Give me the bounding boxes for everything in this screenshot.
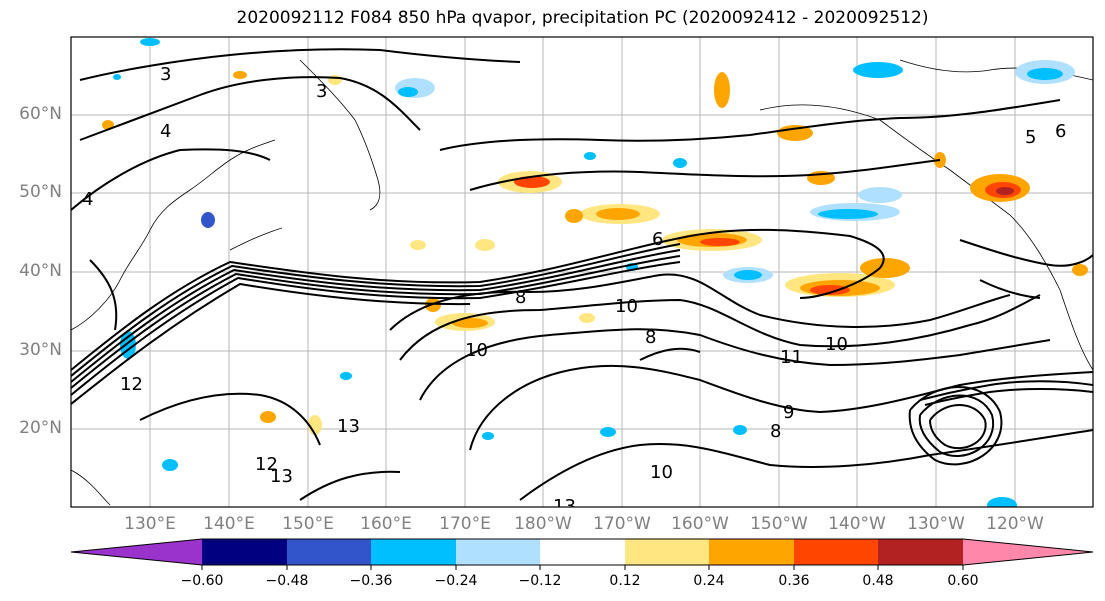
contour-label: 4 bbox=[82, 189, 93, 210]
colorbar-segment bbox=[202, 539, 287, 565]
lon-label: 180°W bbox=[514, 514, 572, 534]
colorbar-segment bbox=[794, 539, 878, 565]
colorbar-tick-label: −0.12 bbox=[518, 573, 562, 589]
contour-label: 10 bbox=[650, 462, 673, 483]
lat-label: 60°N bbox=[19, 104, 62, 124]
contour-label: 3 bbox=[160, 64, 171, 85]
colorbar-tick-label: −0.48 bbox=[265, 573, 309, 589]
contour-label: 10 bbox=[465, 340, 488, 361]
contour-label: 8 bbox=[645, 327, 656, 348]
contour-label: 12 bbox=[120, 374, 143, 395]
map-area: 3 3 4 4 6 5 6 8 8 10 10 10 12 13 13 12 1… bbox=[71, 37, 1093, 517]
lon-label: 150°W bbox=[750, 514, 808, 534]
colorbar-tick-label: −0.60 bbox=[180, 573, 224, 589]
colorbar-tick-label: 0.12 bbox=[609, 573, 641, 589]
colorbar-segment bbox=[878, 539, 963, 565]
negative-anomaly-fills bbox=[113, 38, 1075, 507]
colorbar bbox=[70, 538, 1094, 570]
colorbar-segment bbox=[456, 539, 540, 565]
colorbar-tick-label: 0.60 bbox=[947, 573, 979, 589]
colorbar-tick-label: −0.24 bbox=[434, 573, 478, 589]
lon-label: 170°E bbox=[439, 514, 491, 534]
colorbar-tick-label: 0.24 bbox=[693, 573, 725, 589]
lon-label: 140°W bbox=[828, 514, 886, 534]
colorbar-extend-min bbox=[71, 539, 202, 565]
contour-label: 10 bbox=[615, 296, 638, 317]
lon-label: 170°W bbox=[593, 514, 651, 534]
contour-label: 6 bbox=[1055, 121, 1066, 142]
map-frame bbox=[70, 36, 1094, 508]
contour-label: 13 bbox=[553, 496, 576, 517]
contour-label: 10 bbox=[825, 334, 848, 355]
contour-label: 8 bbox=[770, 421, 781, 442]
colorbar-tick-label: 0.36 bbox=[778, 573, 810, 589]
contour-label: 8 bbox=[515, 287, 526, 308]
contour-label: 5 bbox=[1025, 127, 1036, 148]
contour-label: 12 bbox=[255, 454, 278, 475]
colorbar-segment bbox=[287, 539, 371, 565]
lon-label: 120°W bbox=[986, 514, 1044, 534]
map-title: 2020092112 F084 850 hPa qvapor, precipit… bbox=[236, 8, 929, 28]
contour-label: 3 bbox=[316, 81, 327, 102]
contour-label: 13 bbox=[337, 416, 360, 437]
lon-label: 140°E bbox=[203, 514, 255, 534]
lon-label: 160°W bbox=[671, 514, 729, 534]
colorbar-ticks bbox=[201, 565, 964, 570]
colorbar-segment bbox=[540, 539, 625, 565]
contour-labels: 3 3 4 4 6 5 6 8 8 10 10 10 12 13 13 12 1… bbox=[82, 64, 1066, 517]
colorbar-extend-max bbox=[963, 539, 1093, 565]
colorbar-segment bbox=[709, 539, 794, 565]
contour-label: 13 bbox=[270, 466, 293, 487]
lon-label: 150°E bbox=[282, 514, 334, 534]
lon-label: 130°E bbox=[124, 514, 176, 534]
lat-label: 30°N bbox=[19, 340, 62, 360]
contour-label: 9 bbox=[783, 402, 794, 423]
humidity-contours bbox=[71, 48, 1093, 501]
positive-anomaly-fills bbox=[102, 71, 1088, 435]
lon-label: 130°W bbox=[907, 514, 965, 534]
colorbar-tick-label: −0.36 bbox=[349, 573, 393, 589]
contour-label: 4 bbox=[160, 121, 171, 142]
lat-label: 20°N bbox=[19, 418, 62, 438]
lat-label: 50°N bbox=[19, 182, 62, 202]
colorbar-segment bbox=[625, 539, 709, 565]
lon-label: 160°E bbox=[360, 514, 412, 534]
lat-label: 40°N bbox=[19, 261, 62, 281]
colorbar-tick-label: 0.48 bbox=[862, 573, 894, 589]
contour-label: 6 bbox=[652, 229, 663, 250]
colorbar-segment bbox=[371, 539, 456, 565]
contour-label: 11 bbox=[780, 347, 803, 368]
